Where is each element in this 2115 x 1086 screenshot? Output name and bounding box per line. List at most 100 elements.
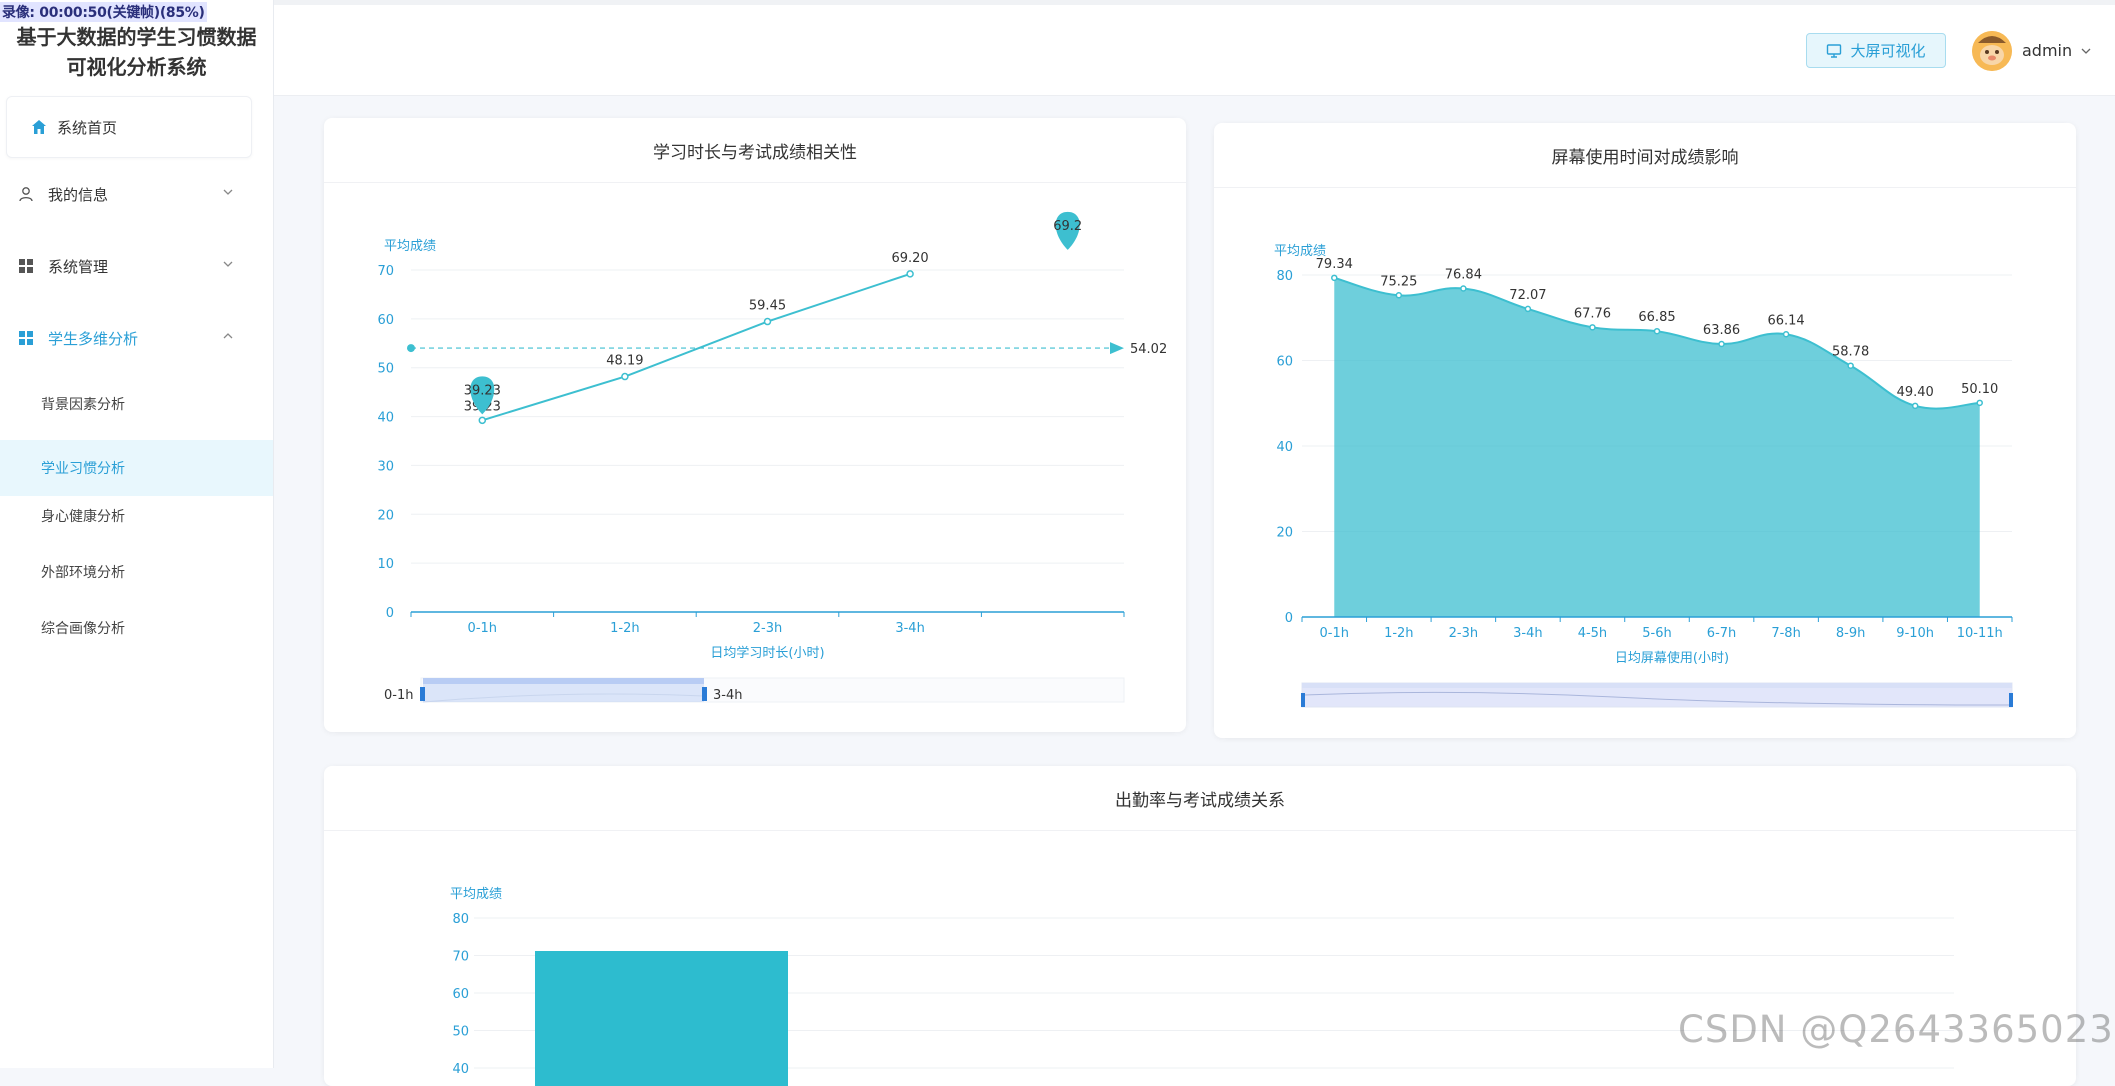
home-icon <box>32 120 46 134</box>
chart1-xtick: 2-3h <box>753 621 782 636</box>
app-title-line2: 可视化分析系统 <box>66 55 207 79</box>
chart2-title: 屏幕使用时间对成绩影响 <box>1214 123 2076 188</box>
chart1-ytick: 40 <box>377 411 394 426</box>
chart1-zoom-handle-left <box>420 687 425 701</box>
sidebar-item-home[interactable]: 系统首页 <box>6 96 252 158</box>
chart2-ylabel: 平均成绩 <box>1274 244 1326 259</box>
chart1-ytick: 10 <box>377 557 394 572</box>
chart2-xtick: 8-9h <box>1836 626 1865 641</box>
chart2-point <box>1653 327 1661 335</box>
chart1-series-line <box>482 272 911 422</box>
big-screen-label: 大屏可视化 <box>1850 42 1926 60</box>
chevron-down-icon <box>223 189 233 195</box>
sidebar-menu-system[interactable]: 系统管理 <box>0 244 273 288</box>
sidebar-subitem-background[interactable]: 背景因素分析 <box>41 397 125 413</box>
chart2-value-label: 67.76 <box>1574 306 1611 321</box>
chart1-zoom-handle-right <box>702 687 707 701</box>
chart2-point <box>1589 324 1596 331</box>
attendance-card: 出勤率与考试成绩关系 平均成绩 40 50 60 70 80 <box>324 766 2076 1086</box>
chart1-min-pin-label: 39.23 <box>464 383 501 398</box>
monitor-icon <box>1827 43 1842 58</box>
user-icon <box>19 187 33 202</box>
big-screen-button[interactable]: 大屏可视化 <box>1806 33 1946 68</box>
sidebar-menu-student-analysis-label: 学生多维分析 <box>48 329 139 348</box>
recording-indicator: 录像: 00:00:50(关键帧)(85%) <box>0 2 207 22</box>
chart1-max-pin-label: 69.2 <box>1053 219 1082 234</box>
chevron-down-icon[interactable] <box>2080 45 2092 57</box>
sidebar-subitem-study-habits[interactable]: 学业习惯分析 <box>0 440 273 496</box>
grid-icon <box>19 331 33 345</box>
chart2-point <box>1911 402 1919 410</box>
app-title: 基于大数据的学生习惯数据 可视化分析系统 <box>0 22 273 82</box>
chart2-xtick: 2-3h <box>1449 626 1478 641</box>
chart1-xtick: 0-1h <box>468 621 497 636</box>
chart2-zoom-handle-right <box>2009 693 2013 707</box>
chart2-value-label: 50.10 <box>1961 382 1998 397</box>
chart3-ytick: 60 <box>452 987 469 1002</box>
user-name[interactable]: admin <box>2022 41 2073 60</box>
chart1-point <box>478 416 487 425</box>
chart3-bar <box>535 951 788 1086</box>
chart1-point <box>621 372 629 381</box>
chart2-xtick: 0-1h <box>1320 626 1349 641</box>
avatar[interactable] <box>1972 31 2012 71</box>
chart2-point <box>1395 292 1403 299</box>
chart1-min-pin <box>470 376 495 415</box>
chart1-zoom-bar <box>423 678 704 684</box>
chart2-xtick: 4-5h <box>1578 626 1607 641</box>
sidebar-subitem-health[interactable]: 身心健康分析 <box>41 509 125 525</box>
chart1-value-label: 59.45 <box>749 299 786 314</box>
chart1-zoom-start: 0-1h <box>384 688 413 703</box>
chart2-zoom-preview <box>1303 691 2011 706</box>
chart1-average-arrow <box>1110 342 1124 355</box>
study-time-card: 学习时长与考试成绩相关性 平均成绩 0 10 20 30 40 50 60 70 0-1h 1-2h… <box>324 118 1186 732</box>
chart1-value-label: 48.19 <box>606 354 643 369</box>
chart3-title: 出勤率与考试成绩关系 <box>324 766 2076 831</box>
chart2-point <box>1524 305 1532 313</box>
sidebar-menu-student-analysis[interactable]: 学生多维分析 <box>0 316 273 360</box>
chart1-point <box>763 317 772 326</box>
chart2-xlabel: 日均屏幕使用(小时) <box>1615 650 1729 666</box>
watermark: CSDN @Q2643365023 <box>1678 1008 2114 1051</box>
chart1-xtick: 3-4h <box>895 621 924 636</box>
chart2-xtick: 9-10h <box>1896 626 1934 641</box>
chart2-xtick: 6-7h <box>1707 626 1736 641</box>
chart1-ytick: 30 <box>377 459 394 474</box>
chart1-ytick: 20 <box>377 508 394 523</box>
chart3-ylabel: 平均成绩 <box>450 887 502 902</box>
chart2-value-label: 66.85 <box>1638 310 1675 325</box>
chart3-ytick: 70 <box>452 950 469 965</box>
sidebar-subitem-environment[interactable]: 外部环境分析 <box>41 565 125 581</box>
chart1-zoom-end: 3-4h <box>713 688 742 703</box>
chart2-point <box>1331 274 1338 282</box>
chart2-value-label: 49.40 <box>1897 385 1934 400</box>
chart2-xtick: 3-4h <box>1513 626 1542 641</box>
screen-time-card: 屏幕使用时间对成绩影响 平均成绩 0 20 40 60 80 79.34 75.25 76.84… <box>1214 123 2076 738</box>
chart2-zoom-handle-left <box>1301 693 1305 707</box>
chart1-value-label: 69.20 <box>891 251 928 266</box>
chevron-up-icon <box>223 333 233 339</box>
chart2-ytick: 40 <box>1276 440 1293 455</box>
chart2-point <box>1782 331 1790 338</box>
chart1-ytick: 70 <box>377 264 394 279</box>
sidebar-subitem-portrait[interactable]: 综合画像分析 <box>41 621 125 637</box>
chart1-ytick: 60 <box>377 313 394 328</box>
chart2-value-label: 75.25 <box>1380 274 1417 289</box>
top-strip <box>274 0 2115 5</box>
chart2-value-label: 76.84 <box>1445 268 1482 283</box>
chart1-xtick: 1-2h <box>610 621 639 636</box>
chart2-xtick: 7-8h <box>1771 626 1800 641</box>
chart1-max-pin <box>1055 211 1080 250</box>
chart2-ytick: 20 <box>1276 526 1293 541</box>
chevron-down-icon <box>223 261 233 267</box>
chart2-area <box>1334 277 1980 617</box>
chart3-ytick: 80 <box>452 912 469 927</box>
chart2-value-label: 66.14 <box>1767 313 1804 328</box>
sidebar: 基于大数据的学生习惯数据 可视化分析系统 系统首页 我的信息 系统管理 学生多维… <box>0 0 274 1068</box>
app-title-line1: 基于大数据的学生习惯数据 <box>16 25 257 49</box>
avatar-image <box>1972 31 2012 71</box>
chart2-point <box>1847 362 1854 369</box>
sidebar-menu-my-info[interactable]: 我的信息 <box>0 172 273 216</box>
chart2-xtick: 10-11h <box>1957 626 2003 641</box>
chart2-ytick: 0 <box>1285 611 1293 626</box>
